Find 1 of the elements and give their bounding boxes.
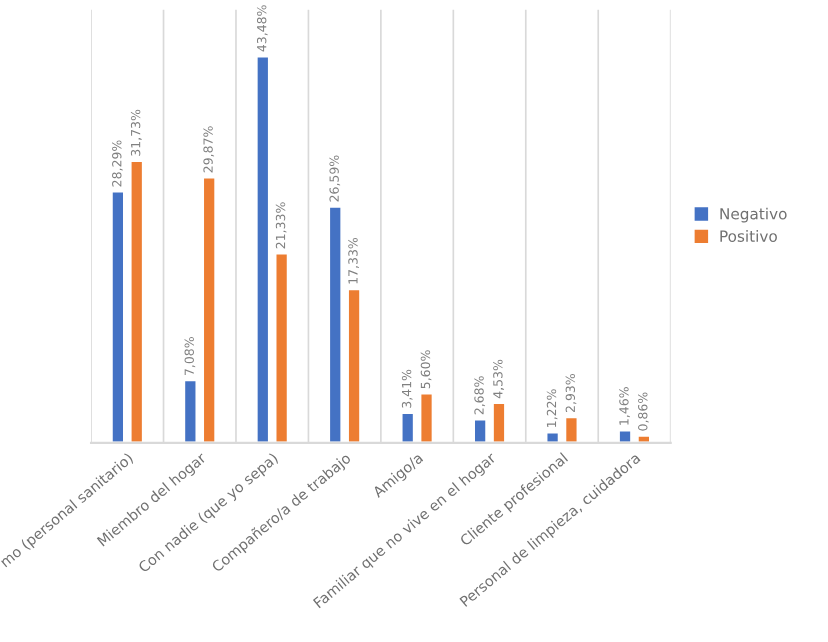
- bar: [563, 415, 580, 443]
